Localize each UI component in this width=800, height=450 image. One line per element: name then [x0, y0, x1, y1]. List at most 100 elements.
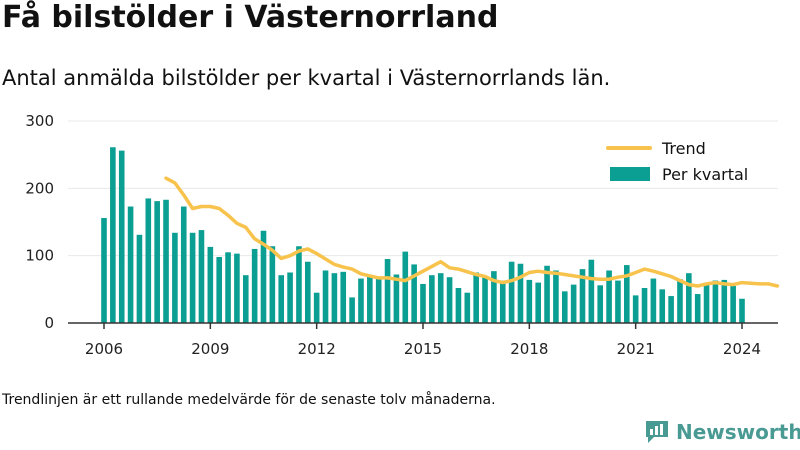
bar: [127, 206, 134, 323]
bar: [499, 280, 506, 323]
bar: [632, 295, 639, 323]
bar: [322, 270, 329, 323]
x-tick-label: 2021: [617, 340, 655, 358]
x-tick-label: 2015: [404, 340, 442, 358]
brand[interactable]: Newsworthy: [644, 419, 800, 445]
footnote: Trendlinjen är ett rullande medelvärde f…: [2, 392, 496, 408]
bar: [526, 279, 533, 323]
bar: [446, 277, 453, 323]
legend-bars-swatch: [610, 167, 650, 181]
trend: [164, 176, 780, 288]
bar: [101, 217, 107, 323]
bar: [659, 289, 666, 323]
bar: [180, 206, 187, 323]
bar: [721, 279, 728, 323]
bar: [305, 261, 311, 323]
bar: [278, 275, 285, 323]
bar: [544, 265, 550, 323]
bar: [393, 274, 400, 323]
bar: [251, 248, 258, 323]
bar: [482, 275, 488, 323]
bar: [136, 234, 143, 323]
bar: [358, 278, 364, 323]
bar: [535, 282, 541, 323]
y-tick-label: 200: [25, 179, 54, 197]
bar: [145, 198, 152, 323]
bar: [570, 284, 577, 323]
bar: [260, 230, 267, 323]
chart-subtitle: Antal anmälda bilstölder per kvartal i V…: [2, 66, 611, 90]
bar: [269, 246, 276, 323]
brand-name: Newsworthy: [676, 420, 800, 444]
bar: [313, 292, 320, 323]
bar: [677, 279, 683, 323]
bar: [668, 296, 674, 323]
legend: Trend Per kvartal: [606, 139, 748, 184]
bar: [464, 292, 471, 323]
y-tick-label: 100: [25, 247, 54, 265]
bar: [429, 275, 435, 323]
bar: [340, 271, 347, 323]
bar: [296, 246, 302, 323]
bar: [615, 280, 621, 323]
bar: [561, 291, 568, 323]
x-axis: 2006 2009 2012 2015 2018 2021 2024: [68, 322, 778, 358]
bar: [739, 298, 745, 323]
bar: [437, 273, 444, 323]
bar: [553, 270, 559, 323]
bar: [517, 263, 524, 323]
bar: [163, 199, 169, 323]
newsworthy-logo-icon: [646, 421, 668, 443]
bar: [118, 150, 125, 323]
x-tick-label: 2018: [510, 340, 548, 358]
bar: [207, 246, 214, 323]
bar: [198, 230, 205, 323]
bar: [216, 257, 222, 323]
bar: [686, 273, 692, 323]
bar: [411, 264, 417, 323]
bar: [730, 285, 736, 323]
bar: [225, 252, 231, 323]
x-tick-label: 2009: [191, 340, 229, 358]
chart-title: Få bilstölder i Västernorrland: [2, 0, 499, 35]
bar: [712, 280, 719, 323]
bar: [110, 147, 116, 323]
bar: [650, 278, 657, 323]
x-tick-label: 2012: [298, 340, 336, 358]
bar: [588, 259, 595, 323]
bar: [491, 271, 497, 323]
y-axis: 0 100 200 300: [25, 112, 54, 332]
x-tick-label: 2006: [85, 340, 123, 358]
legend-bars-label: Per kvartal: [662, 165, 748, 184]
bar: [384, 259, 391, 323]
bar: [331, 273, 338, 323]
bar: [624, 265, 630, 323]
bar: [287, 272, 293, 323]
y-tick-label: 0: [44, 314, 54, 332]
bar: [154, 201, 160, 323]
bar: [367, 275, 373, 323]
bar: [455, 287, 462, 323]
bar: [242, 275, 249, 323]
bar: [420, 283, 426, 323]
bar: [234, 253, 240, 323]
bar: [579, 269, 586, 323]
bar: [189, 232, 196, 323]
y-tick-label: 300: [25, 112, 54, 130]
trend-line: [164, 176, 780, 288]
bar: [597, 285, 604, 323]
bar: [375, 277, 382, 323]
bar: [606, 270, 612, 323]
bar: [641, 287, 648, 323]
x-tick-label: 2024: [723, 340, 761, 358]
bar: [508, 261, 515, 323]
bar: [349, 297, 355, 323]
bar: [172, 232, 178, 323]
legend-trend-label: Trend: [661, 139, 706, 158]
bar: [694, 294, 701, 323]
bars: [101, 147, 745, 323]
bar: [473, 272, 479, 323]
bar: [703, 282, 710, 323]
bar: [402, 251, 409, 323]
